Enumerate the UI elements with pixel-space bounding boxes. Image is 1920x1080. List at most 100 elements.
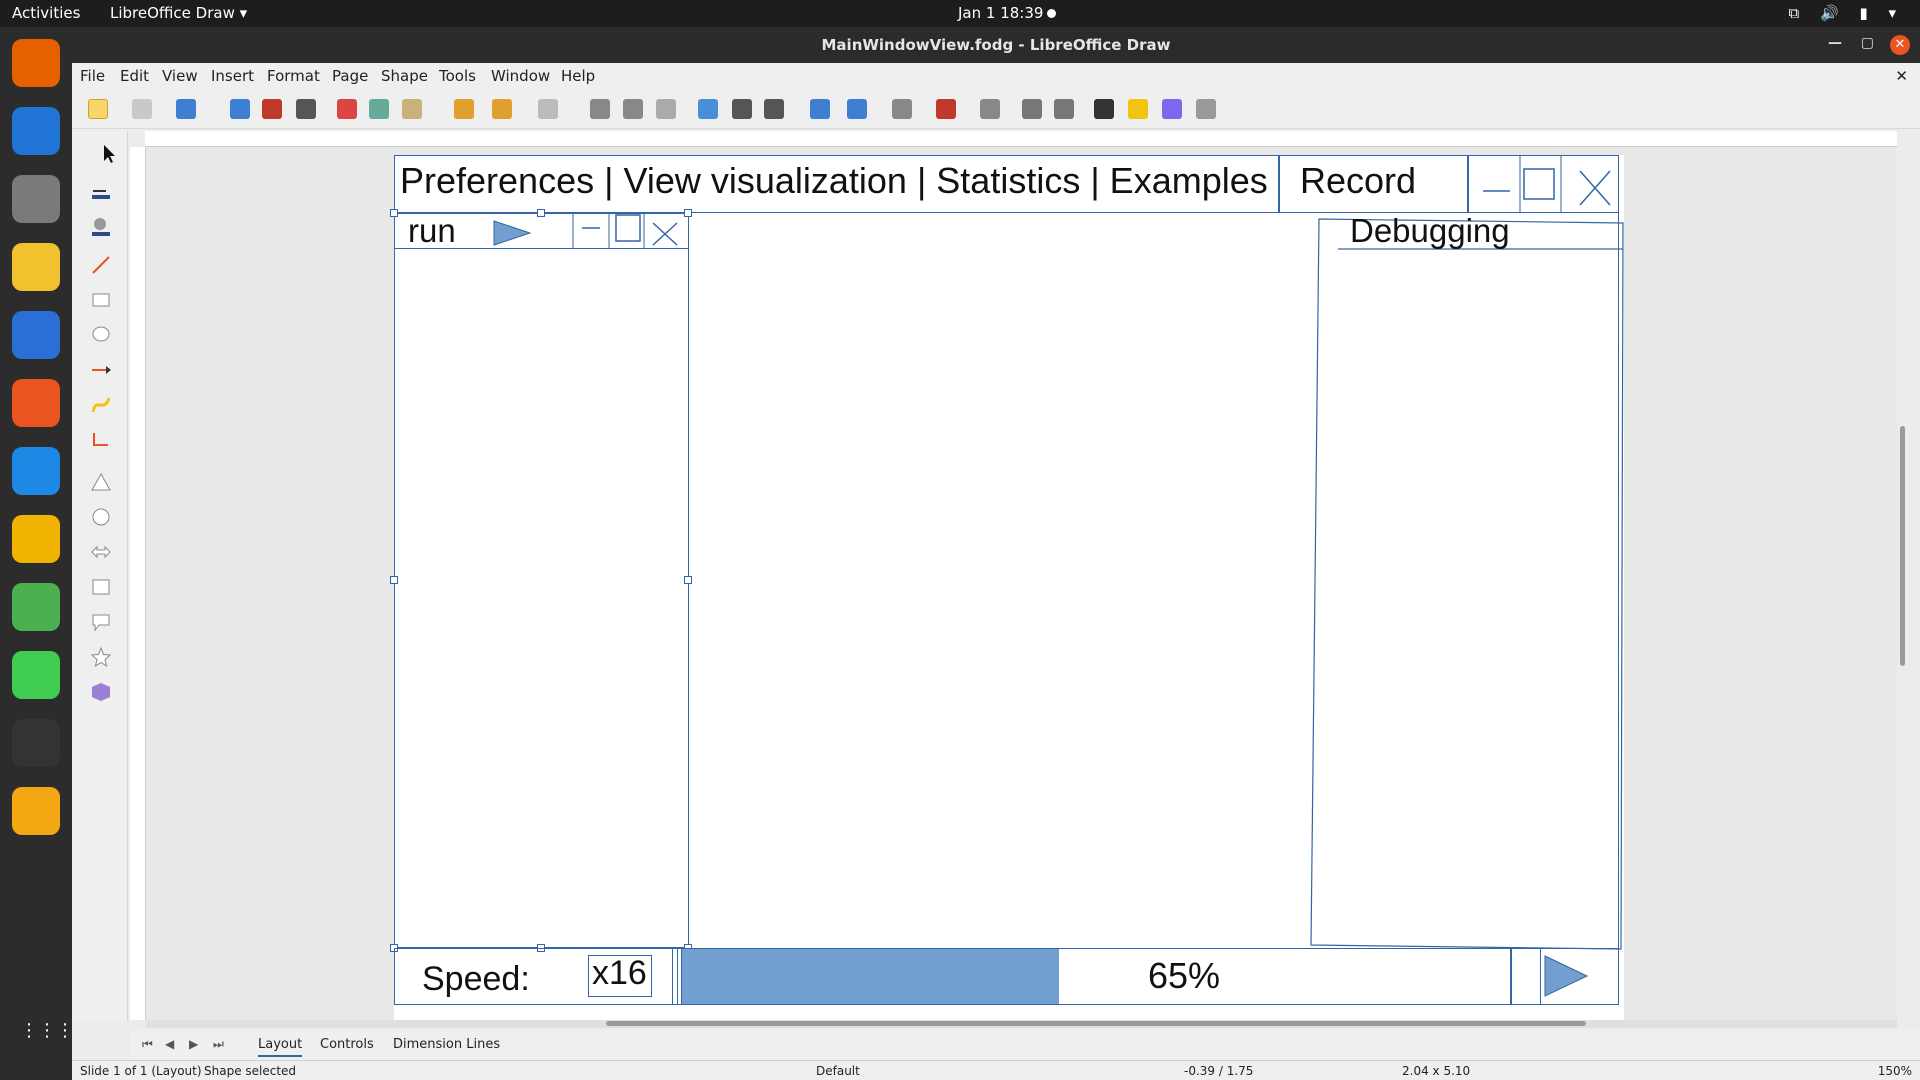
maximize-button[interactable]: ▢ [1860,35,1874,51]
copy-icon[interactable] [369,99,389,119]
symbol-shapes-icon[interactable] [90,506,112,528]
flowchart-icon[interactable] [90,576,112,598]
mockup-play-icon[interactable] [1541,948,1619,1005]
terminal-icon[interactable] [12,719,60,767]
align-icon[interactable] [892,99,912,119]
teapot-icon[interactable] [12,515,60,563]
distribute-icon[interactable] [980,99,1000,119]
menu-shape[interactable]: Shape [381,67,428,85]
clock[interactable]: Jan 1 18:39 [958,4,1044,22]
app-menu[interactable]: LibreOffice Draw ▾ [110,4,248,22]
tab-dimension-lines[interactable]: Dimension Lines [393,1037,501,1052]
connector-tool-icon[interactable] [90,429,112,451]
transformations-icon[interactable] [847,99,867,119]
mockup-menu-box[interactable] [394,155,1279,213]
selection-handle[interactable] [684,576,692,584]
selection-handle[interactable] [390,209,398,217]
rhythmbox-icon[interactable] [12,243,60,291]
toggle-extrusion-icon[interactable] [1162,99,1182,119]
select-icon[interactable] [90,143,115,165]
vertical-scrollbar[interactable] [1898,131,1908,1021]
firefox-icon[interactable] [12,39,60,87]
arrange-icon[interactable] [936,99,956,119]
selection-handle[interactable] [390,576,398,584]
clone-formatting-icon[interactable] [454,99,474,119]
block-arrows-icon[interactable] [90,541,112,563]
new-document-icon[interactable] [88,99,108,119]
mockup-progress-track[interactable] [681,948,1511,1005]
curve-tool-icon[interactable] [90,394,112,416]
rectangle-tool-icon[interactable] [90,289,112,311]
mockup-record-box[interactable] [1279,155,1468,213]
menu-window[interactable]: Window [491,67,551,85]
first-tab-icon[interactable]: ⏮ [142,1037,153,1051]
undo-icon[interactable] [492,99,512,119]
vertical-ruler[interactable] [130,147,146,1020]
next-tab-icon[interactable]: ▶ [189,1037,199,1051]
tab-layout[interactable]: Layout [258,1037,303,1057]
callouts-icon[interactable] [90,611,112,633]
grid-icon[interactable] [590,99,610,119]
mockup-debugging-panel[interactable] [1305,213,1625,953]
print-icon[interactable] [296,99,316,119]
menu-view[interactable]: View [162,67,198,85]
redo-icon[interactable] [538,99,558,119]
insert-image-icon[interactable] [698,99,718,119]
glue-points-icon[interactable] [1128,99,1148,119]
menu-help[interactable]: Help [561,67,596,85]
mockup-window-controls[interactable] [1468,155,1619,213]
crop-icon[interactable] [1054,99,1074,119]
line-tool-icon[interactable] [90,254,112,276]
selection-handle[interactable] [537,209,545,217]
menu-insert[interactable]: Insert [211,67,255,85]
menu-format[interactable]: Format [267,67,320,85]
mockup-speed-field[interactable] [588,955,652,997]
zoom-pan-icon[interactable] [656,99,676,119]
show-apps-icon[interactable]: ⋮⋮⋮ [20,1020,74,1041]
show-draw-functions-icon[interactable] [1196,99,1216,119]
zoom-level[interactable]: 150% [1877,1064,1912,1078]
horizontal-scrollbar[interactable] [146,1020,1897,1028]
tab-controls[interactable]: Controls [320,1037,374,1052]
activities-button[interactable]: Activities [12,4,81,22]
insert-text-icon[interactable] [732,99,752,119]
paste-icon[interactable] [402,99,422,119]
fill-color-icon[interactable] [90,216,112,238]
horizontal-ruler[interactable] [145,131,1897,147]
menu-edit[interactable]: Edit [120,67,150,85]
help-icon[interactable] [12,447,60,495]
writer-icon[interactable] [12,311,60,359]
prev-tab-icon[interactable]: ◀ [165,1037,175,1051]
special-character-icon[interactable] [764,99,784,119]
arrow-tool-icon[interactable] [90,359,112,381]
cut-icon[interactable] [337,99,357,119]
ellipse-tool-icon[interactable] [90,323,112,345]
system-tray[interactable]: ⧉ 🔊 ▮ ▾ [1788,4,1904,22]
menu-tools[interactable]: Tools [439,67,476,85]
menu-page[interactable]: Page [332,67,369,85]
menu-file[interactable]: File [80,67,106,85]
save-icon[interactable] [176,99,196,119]
mockup-run-panel[interactable] [394,213,689,948]
qt-creator-icon[interactable] [12,651,60,699]
files-icon[interactable] [12,175,60,223]
close-button[interactable]: ✕ [1890,35,1910,55]
basic-shapes-icon[interactable] [90,471,112,493]
close-document-icon[interactable]: ✕ [1895,67,1908,85]
chrome-icon[interactable] [12,583,60,631]
selection-handle[interactable] [684,209,692,217]
thunderbird-icon[interactable] [12,107,60,155]
export-pdf-icon[interactable] [262,99,282,119]
3d-objects-icon[interactable] [90,681,112,703]
stars-icon[interactable] [90,646,112,668]
last-tab-icon[interactable]: ⏭ [213,1037,224,1051]
points-icon[interactable] [1094,99,1114,119]
mockup-window-frame[interactable] [394,155,1619,1005]
shadow-icon[interactable] [1022,99,1042,119]
fontwork-icon[interactable] [810,99,830,119]
draw-icon[interactable] [12,787,60,835]
helplines-icon[interactable] [623,99,643,119]
line-color-icon[interactable] [90,181,112,203]
export-icon[interactable] [230,99,250,119]
open-icon[interactable] [132,99,152,119]
